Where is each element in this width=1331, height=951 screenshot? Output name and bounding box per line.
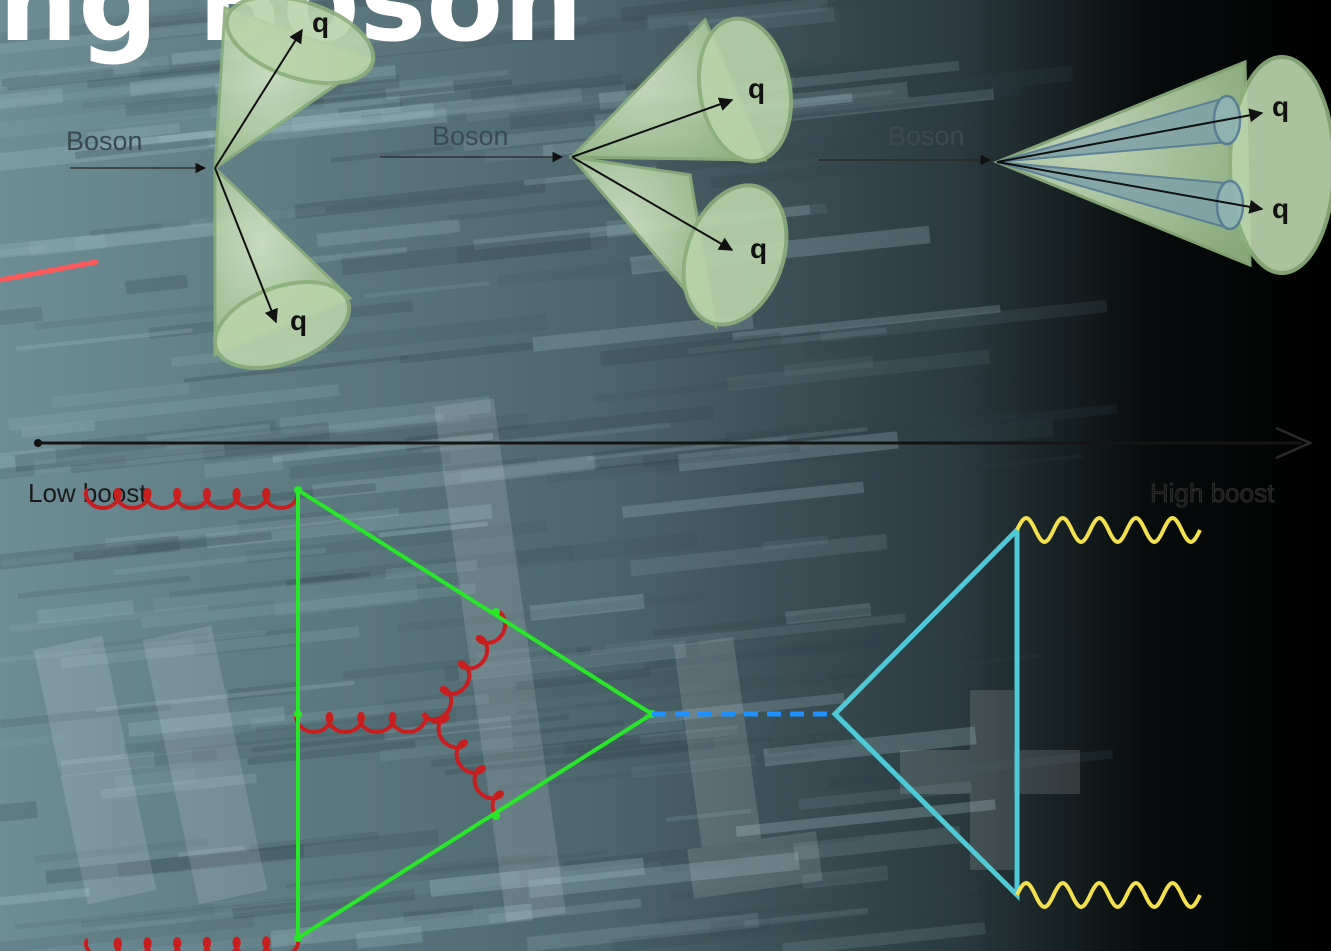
quark-label: q: [748, 73, 765, 104]
boson-label: Boson: [432, 121, 509, 151]
top-loop-triangle: [831, 523, 1020, 902]
photon-line-upper: [1015, 515, 1202, 545]
quark-cone-upper: [568, 16, 794, 164]
gluon-line-incoming-top: [83, 487, 301, 511]
quark-label: q: [290, 305, 307, 336]
subjet-cone-lower: [996, 161, 1245, 231]
quark-label: q: [1272, 91, 1289, 122]
quark-label: q: [750, 233, 767, 264]
quark-cone-lower: [212, 164, 353, 370]
signal-line: [0, 259, 99, 283]
feynman-diagram: [83, 486, 1202, 951]
gluon-line-internal: [294, 609, 508, 817]
photon-line-lower: [1015, 880, 1202, 910]
detector-streaks: [0, 0, 1118, 951]
high-boost-label: High boost: [1150, 478, 1275, 508]
boson-label: Boson: [888, 121, 965, 151]
boost-axis: Low boost High boost: [28, 426, 1314, 508]
panel-medium-boost: Boson q q: [380, 16, 794, 331]
quark-cone-lower: [568, 154, 789, 331]
quark-label: q: [312, 7, 329, 38]
panel-low-boost: Boson q q: [66, 0, 376, 370]
gluon-line-incoming-bottom: [84, 936, 301, 951]
quark-label: q: [1272, 193, 1289, 224]
background-watermark: [33, 398, 1080, 922]
panel-high-boost: Boson q q: [818, 55, 1331, 275]
boson-label: Boson: [66, 126, 143, 156]
